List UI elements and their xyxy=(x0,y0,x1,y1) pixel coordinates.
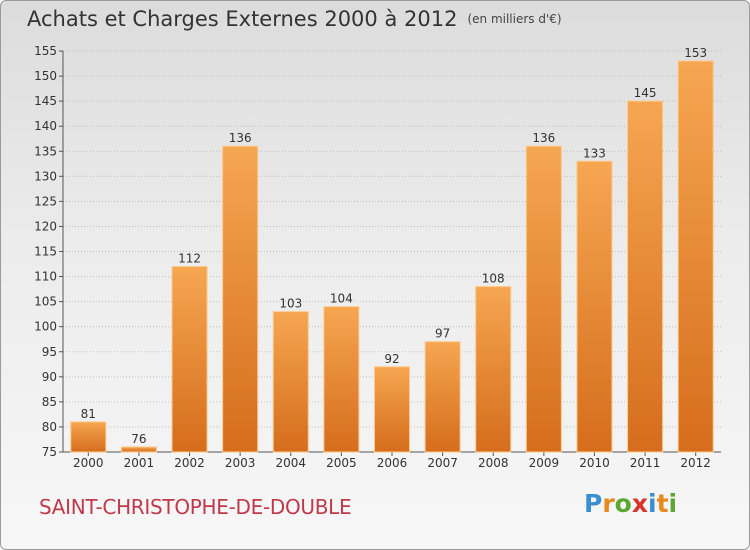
logo-letter: o xyxy=(614,489,632,518)
x-tick-label: 2002 xyxy=(174,456,205,470)
bar xyxy=(120,446,157,453)
y-tick-label: 110 xyxy=(34,270,57,284)
x-tick-label: 2010 xyxy=(579,456,610,470)
logo-letter: t xyxy=(656,489,669,518)
y-tick-label: 150 xyxy=(34,69,57,83)
data-label: 92 xyxy=(384,352,399,366)
bar xyxy=(374,366,410,453)
x-tick-label: 2003 xyxy=(225,456,256,470)
bar xyxy=(424,341,461,453)
data-label: 103 xyxy=(279,297,302,311)
data-label: 104 xyxy=(330,292,353,306)
data-label: 145 xyxy=(634,86,657,100)
x-tick-label: 2012 xyxy=(680,456,711,470)
bar xyxy=(323,306,360,453)
bar xyxy=(677,60,714,453)
data-label: 136 xyxy=(229,131,252,145)
chart-title: Achats et Charges Externes 2000 à 2012 (e… xyxy=(27,7,562,31)
logo-letter: i xyxy=(668,489,678,518)
y-tick-label: 125 xyxy=(34,194,57,208)
y-tick-label: 155 xyxy=(34,44,57,58)
y-tick-label: 75 xyxy=(42,445,57,459)
bar xyxy=(627,100,664,453)
bar xyxy=(576,160,613,453)
x-tick-label: 2005 xyxy=(326,456,357,470)
data-label: 81 xyxy=(81,407,96,421)
x-tick-label: 2006 xyxy=(377,456,408,470)
data-label: 97 xyxy=(435,327,450,341)
logo-letter: r xyxy=(602,489,615,518)
y-tick-label: 140 xyxy=(34,119,57,133)
bar xyxy=(272,311,309,453)
y-tick-label: 135 xyxy=(34,144,57,158)
proxiti-logo: Proxiti xyxy=(584,489,677,518)
y-tick-label: 85 xyxy=(42,395,57,409)
commune-name: SAINT-CHRISTOPHE-DE-DOUBLE xyxy=(39,495,352,519)
bars: 81 76 112 136 103 104 92 97 108 136 133 145 153 xyxy=(70,46,714,453)
bar xyxy=(525,145,562,453)
data-label: 112 xyxy=(178,252,201,266)
y-tick-label: 145 xyxy=(34,94,57,108)
bar xyxy=(70,421,107,453)
x-tick-label: 2011 xyxy=(630,456,661,470)
data-label: 136 xyxy=(532,131,555,145)
x-tick-label: 2004 xyxy=(275,456,306,470)
logo-letter: i xyxy=(648,489,657,518)
axes: 75 80 85 90 95 100 105 110 115 120 125 130 135 140 145… xyxy=(34,44,721,470)
bar xyxy=(475,286,512,453)
x-tick-label: 2001 xyxy=(124,456,155,470)
y-tick-label: 100 xyxy=(34,320,57,334)
logo-letter: P xyxy=(584,489,603,518)
data-label: 76 xyxy=(131,432,146,446)
data-label: 108 xyxy=(482,272,505,286)
x-tick-label: 2007 xyxy=(427,456,458,470)
x-tick-label: 2009 xyxy=(529,456,560,470)
y-tick-label: 90 xyxy=(42,370,57,384)
x-tick-label: 2008 xyxy=(478,456,509,470)
data-label: 133 xyxy=(583,146,606,160)
data-label: 153 xyxy=(684,46,707,60)
title-text: Achats et Charges Externes 2000 à 2012 xyxy=(27,7,458,31)
logo-letter: x xyxy=(631,489,648,518)
y-tick-label: 105 xyxy=(34,295,57,309)
y-tick-label: 120 xyxy=(34,219,57,233)
y-tick-label: 130 xyxy=(34,169,57,183)
bar xyxy=(171,266,208,453)
y-tick-label: 95 xyxy=(42,345,57,359)
bar xyxy=(222,145,259,453)
x-tick-label: 2000 xyxy=(73,456,104,470)
unit-note: (en milliers d'€) xyxy=(467,12,562,26)
y-tick-label: 115 xyxy=(34,245,57,259)
y-tick-label: 80 xyxy=(42,420,57,434)
